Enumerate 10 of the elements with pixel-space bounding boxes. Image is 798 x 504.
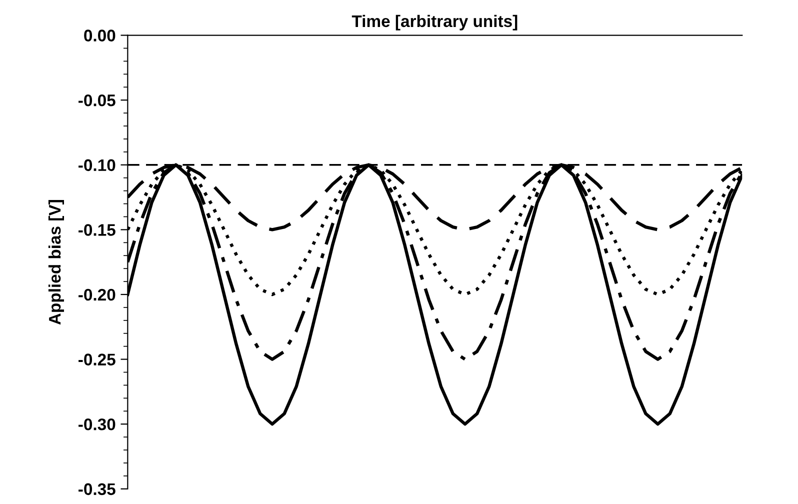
y-tick-label: -0.35: [78, 483, 116, 496]
y-tick-label: -0.20: [78, 288, 116, 301]
y-tick-label: -0.10: [78, 159, 116, 172]
x-axis-title: Time [arbitrary units]: [352, 14, 518, 30]
y-axis-title: Applied bias [V]: [48, 200, 64, 325]
y-tick-label: -0.25: [78, 354, 116, 366]
y-tick-label: -0.05: [78, 94, 116, 106]
y-tick-label: -0.15: [78, 224, 116, 236]
y-tick-label: 0.00: [84, 30, 116, 42]
y-tick-label: -0.30: [78, 418, 116, 430]
